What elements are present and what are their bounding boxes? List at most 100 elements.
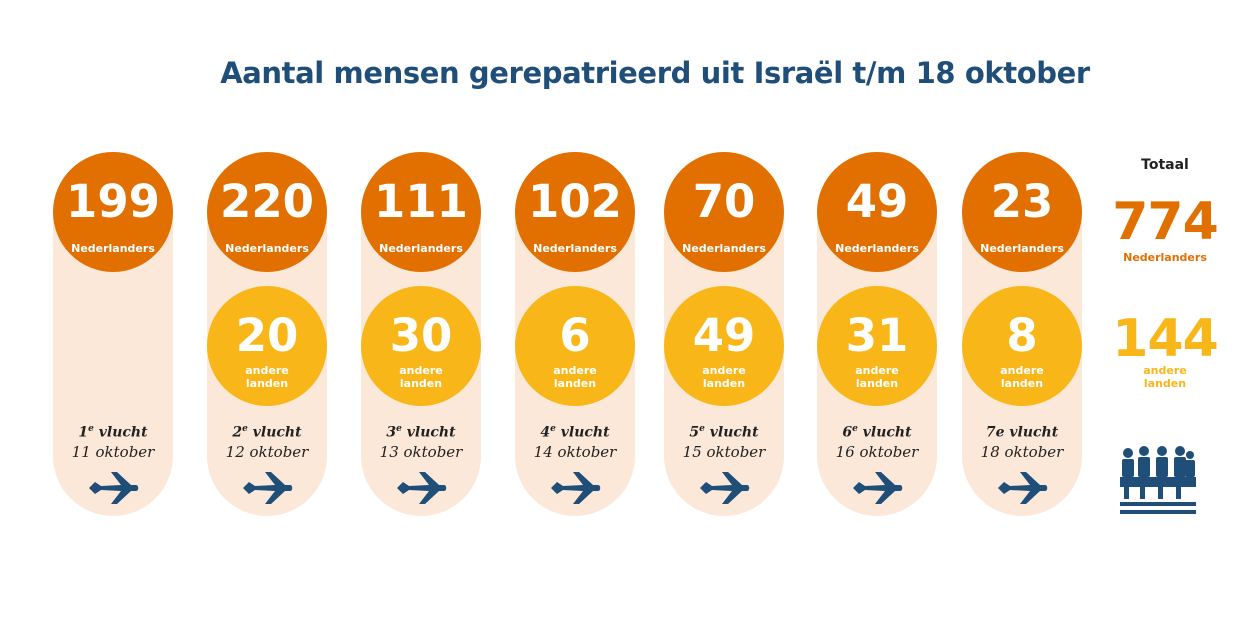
nederlanders-circle: 199 Nederlanders <box>53 152 173 272</box>
flight-date: 12 oktober <box>225 442 309 461</box>
nederlanders-label: Nederlanders <box>71 242 155 255</box>
flight-word: vlucht <box>862 424 912 441</box>
flight-word: vlucht <box>560 424 610 441</box>
airplane-icon <box>700 472 750 504</box>
nederlanders-value: 199 <box>66 175 160 228</box>
flight-nr-suffix: e <box>550 424 556 434</box>
flight-nr-suffix: e <box>699 424 705 434</box>
andere-label: andere <box>245 364 289 377</box>
flight-nr: 2 <box>232 424 243 441</box>
flight-nr: 1 <box>78 424 89 441</box>
andere-landen-label: andere landen <box>361 364 481 390</box>
flight-number: 6e vlucht <box>817 424 937 441</box>
landen-label: landen <box>702 377 746 390</box>
nederlanders-value: 49 <box>845 175 909 228</box>
andere-landen-circle: 6 andere landen <box>515 286 635 406</box>
andere-landen-circle: 30 andere landen <box>361 286 481 406</box>
flight-word: vlucht <box>406 424 456 441</box>
flight-date: 11 oktober <box>71 442 155 461</box>
nederlanders-circle: 49 Nederlanders <box>817 152 937 272</box>
flight-date: 16 oktober <box>835 442 919 461</box>
flight-number: 7e vlucht <box>962 424 1082 441</box>
nederlanders-label: Nederlanders <box>682 242 766 255</box>
airplane-icon <box>397 472 447 504</box>
total-landen-label: landen <box>1143 377 1187 390</box>
landen-label: landen <box>1000 377 1044 390</box>
nederlanders-label: Nederlanders <box>980 242 1064 255</box>
andere-landen-value: 20 <box>235 309 299 362</box>
nederlanders-label: Nederlanders <box>225 242 309 255</box>
flight-info: 5e vlucht 15 oktober <box>664 424 784 461</box>
landen-label: landen <box>855 377 899 390</box>
total-nederlanders-label: Nederlanders <box>1123 251 1207 264</box>
andere-landen-label: andere landen <box>515 364 635 390</box>
andere-landen-value: 30 <box>389 309 453 362</box>
flight-number: 3e vlucht <box>361 424 481 441</box>
flight-number: 1e vlucht <box>53 424 173 441</box>
flight-info: 6e vlucht 16 oktober <box>817 424 937 461</box>
airplane-icon <box>853 472 903 504</box>
andere-landen-label: andere landen <box>962 364 1082 390</box>
flight-number: 5e vlucht <box>664 424 784 441</box>
flight-nr: 6 <box>842 424 853 441</box>
nederlanders-label: Nederlanders <box>533 242 617 255</box>
andere-label: andere <box>1000 364 1044 377</box>
andere-label: andere <box>702 364 746 377</box>
nederlanders-value: 102 <box>528 175 622 228</box>
andere-landen-value: 8 <box>1006 309 1038 362</box>
flight-word: vlucht <box>252 424 302 441</box>
flight-info: 7e vlucht 18 oktober <box>962 424 1082 461</box>
flight-word: vlucht <box>709 424 759 441</box>
page-title: Aantal mensen gerepatrieerd uit Israël t… <box>220 56 1090 90</box>
andere-landen-circle: 49 andere landen <box>664 286 784 406</box>
andere-landen-label: andere landen <box>207 364 327 390</box>
andere-landen-label: andere landen <box>664 364 784 390</box>
nederlanders-circle: 220 Nederlanders <box>207 152 327 272</box>
nederlanders-value: 23 <box>990 175 1054 228</box>
flight-word: vlucht <box>1009 424 1059 441</box>
andere-landen-value: 49 <box>692 309 756 362</box>
flight-nr-suffix: e <box>852 424 858 434</box>
nederlanders-label: Nederlanders <box>835 242 919 255</box>
nederlanders-circle: 70 Nederlanders <box>664 152 784 272</box>
total-nederlanders-value: 774 <box>1112 192 1219 252</box>
andere-landen-value: 6 <box>559 309 591 362</box>
landen-label: landen <box>399 377 443 390</box>
flight-number: 2e vlucht <box>207 424 327 441</box>
andere-label: andere <box>399 364 443 377</box>
flight-nr-suffix: e <box>242 424 248 434</box>
totaal-heading: Totaal <box>1141 157 1189 173</box>
andere-label: andere <box>553 364 597 377</box>
flight-date: 14 oktober <box>533 442 617 461</box>
flight-info: 4e vlucht 14 oktober <box>515 424 635 461</box>
flight-word: vlucht <box>98 424 148 441</box>
landen-label: landen <box>245 377 289 390</box>
flight-nr-suffix: e <box>396 424 402 434</box>
flight-date: 13 oktober <box>379 442 463 461</box>
airplane-icon <box>551 472 601 504</box>
flight-date: 15 oktober <box>682 442 766 461</box>
andere-landen-circle: 8 andere landen <box>962 286 1082 406</box>
flight-nr: 3 <box>386 424 397 441</box>
total-andere-label: andere <box>1143 364 1187 377</box>
andere-landen-value: 31 <box>845 309 909 362</box>
flight-date: 18 oktober <box>980 442 1064 461</box>
flight-info: 2e vlucht 12 oktober <box>207 424 327 461</box>
airplane-icon <box>998 472 1048 504</box>
andere-landen-circle: 20 andere landen <box>207 286 327 406</box>
landen-label: landen <box>553 377 597 390</box>
nederlanders-label: Nederlanders <box>379 242 463 255</box>
flight-info: 1e vlucht 11 oktober <box>53 424 173 461</box>
nederlanders-circle: 23 Nederlanders <box>962 152 1082 272</box>
total-andere-landen-value: 144 <box>1112 309 1219 369</box>
andere-landen-circle: 31 andere landen <box>817 286 937 406</box>
nederlanders-value: 220 <box>220 175 314 228</box>
airplane-icon <box>243 472 293 504</box>
people-group-icon <box>1120 446 1196 514</box>
flight-nr: 5 <box>689 424 700 441</box>
total-andere-landen-label: andere landen <box>1105 364 1225 390</box>
airplane-icon <box>89 472 139 504</box>
flight-number: 4e vlucht <box>515 424 635 441</box>
flight-nr: 7e <box>985 424 1005 441</box>
andere-label: andere <box>855 364 899 377</box>
